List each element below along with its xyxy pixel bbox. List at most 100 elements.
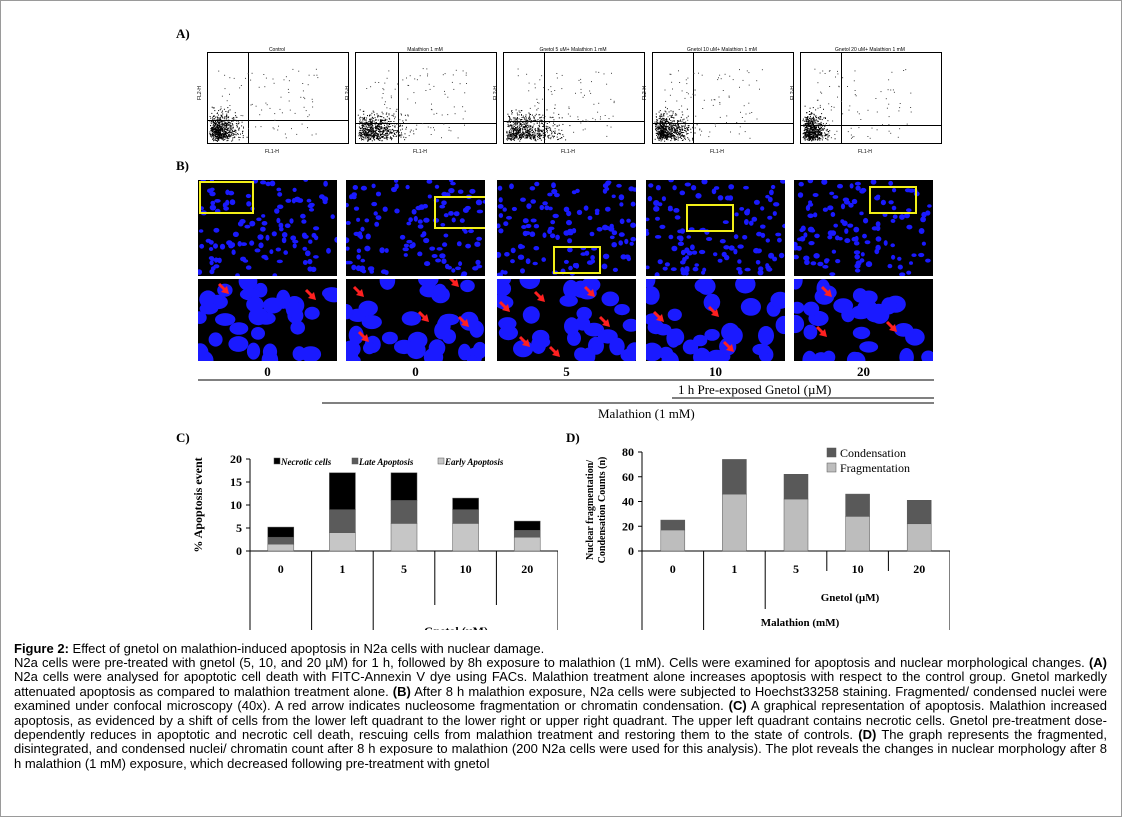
y-tick-label: 60 bbox=[622, 470, 634, 484]
y-tick-label: 40 bbox=[622, 495, 634, 509]
bar-segment bbox=[660, 519, 686, 531]
red-arrow bbox=[583, 285, 595, 297]
flow-x-label: FL1-H bbox=[265, 149, 279, 155]
bar-segment bbox=[267, 543, 295, 552]
microscopy-dose-label: 0 bbox=[264, 364, 271, 379]
y-tick-label: 0 bbox=[236, 544, 242, 558]
highlight-box bbox=[434, 196, 485, 229]
legend-swatch bbox=[826, 447, 837, 458]
x-tick-label: 0 bbox=[670, 562, 676, 576]
flow-x-label: FL1-H bbox=[561, 149, 575, 155]
nuclei bbox=[346, 279, 485, 361]
y-tick-label: 20 bbox=[622, 519, 634, 533]
bar-segment bbox=[513, 536, 541, 552]
bar-segment bbox=[906, 500, 932, 525]
red-arrow bbox=[357, 330, 369, 342]
panel-d-label: D) bbox=[566, 430, 580, 445]
quadrant-line bbox=[356, 123, 496, 124]
flow-y-label: FL2-H bbox=[492, 86, 499, 100]
figure-caption-title: Figure 2: Effect of gnetol on malathion-… bbox=[14, 641, 545, 656]
microscopy-dose-label: 0 bbox=[412, 364, 419, 379]
red-arrow bbox=[548, 345, 560, 357]
red-arrow bbox=[815, 325, 827, 337]
red-arrow bbox=[885, 320, 897, 332]
x-tick-label: 10 bbox=[460, 562, 472, 576]
microscopy-zoom-image bbox=[346, 279, 485, 361]
microscopy-image bbox=[794, 180, 933, 276]
bar-segment bbox=[660, 529, 686, 552]
scatter-points bbox=[357, 68, 467, 142]
microscopy-image bbox=[646, 180, 785, 276]
bar-segment bbox=[267, 536, 295, 545]
bar-segment bbox=[452, 523, 479, 552]
legend-swatch bbox=[351, 457, 359, 465]
flow-plot bbox=[652, 52, 794, 144]
panel-b-label: B) bbox=[176, 158, 189, 173]
legend-label: Condensation bbox=[840, 446, 906, 460]
legend-swatch bbox=[826, 462, 837, 473]
legend-label: Early Apoptosis bbox=[444, 457, 504, 467]
highlight-box bbox=[199, 181, 254, 214]
flow-x-label: FL1-H bbox=[413, 149, 427, 155]
scatter-points bbox=[209, 68, 319, 142]
y-tick-label: 80 bbox=[622, 445, 634, 459]
scatter-points bbox=[654, 69, 763, 142]
chart-d: 0 20 40 60 80 0 1 5 10 20 Gnetol (µM) Malathion (mM… bbox=[585, 445, 950, 630]
x-tick-label: 20 bbox=[913, 562, 925, 576]
microscopy-image bbox=[198, 180, 337, 276]
bar-segment bbox=[783, 498, 809, 552]
x-tick-label: 20 bbox=[521, 562, 533, 576]
y-axis-label: Condensation Counts (n) bbox=[597, 457, 608, 564]
flow-x-label: FL1-H bbox=[710, 149, 724, 155]
quadrant-line bbox=[208, 120, 348, 121]
quadrant-line bbox=[248, 53, 249, 143]
x-tick-label: 1 bbox=[731, 562, 737, 576]
microscopy-group-lines bbox=[198, 379, 934, 404]
red-arrow bbox=[352, 285, 364, 297]
quadrant-line bbox=[544, 53, 545, 143]
y-tick-label: 5 bbox=[236, 521, 242, 535]
x-tick-label: 10 bbox=[852, 562, 864, 576]
nuclei bbox=[794, 279, 933, 361]
flow-plot bbox=[355, 52, 497, 144]
quadrant-line bbox=[653, 123, 793, 124]
nuclei bbox=[198, 279, 337, 361]
flow-plot-title: Gnetol 20 uM+ Malathion 1 mM bbox=[835, 47, 905, 53]
flow-x-label: FL1-H bbox=[858, 149, 872, 155]
scatter-points bbox=[506, 68, 615, 142]
bar-segment bbox=[906, 523, 932, 552]
red-arrow bbox=[457, 315, 469, 327]
group-label-malathion: Malathion (mM) bbox=[761, 617, 840, 629]
red-arrow bbox=[820, 285, 832, 297]
legend-label: Late Apoptosis bbox=[358, 457, 414, 467]
nuclei bbox=[497, 180, 636, 276]
red-arrow bbox=[652, 310, 664, 322]
red-arrow bbox=[417, 310, 429, 322]
bar-segment bbox=[329, 532, 356, 552]
red-arrow bbox=[598, 315, 610, 327]
legend-label: Fragmentation bbox=[840, 461, 910, 475]
figure-caption-body: N2a cells were pre-treated with gnetol (… bbox=[14, 655, 1107, 771]
group-label-gnetol: Gnetol (µM) bbox=[424, 624, 488, 630]
microscopy-dose-label: 10 bbox=[709, 364, 722, 379]
legend-swatch bbox=[273, 457, 281, 465]
red-arrow bbox=[304, 288, 316, 300]
panel-a-label: A) bbox=[176, 26, 190, 41]
flow-y-label: FL2-H bbox=[789, 86, 796, 100]
bar-segment bbox=[513, 520, 541, 531]
highlight-box bbox=[686, 204, 734, 232]
flow-y-label: FL2-H bbox=[196, 86, 203, 100]
microscopy-dose-label: 5 bbox=[563, 364, 570, 379]
legend-swatch bbox=[437, 457, 445, 465]
red-arrow bbox=[448, 279, 459, 287]
x-tick-label: 0 bbox=[278, 562, 284, 576]
x-tick-label: 5 bbox=[401, 562, 407, 576]
microscopy-zoom-image bbox=[497, 279, 636, 361]
quadrant-line bbox=[801, 125, 941, 126]
flow-plot-title: Control bbox=[268, 47, 286, 53]
quadrant-line bbox=[504, 121, 644, 122]
bar-segment bbox=[513, 530, 541, 538]
flow-plot bbox=[800, 52, 942, 144]
microscopy-image bbox=[346, 180, 485, 276]
flow-y-label: FL2-H bbox=[641, 86, 648, 100]
